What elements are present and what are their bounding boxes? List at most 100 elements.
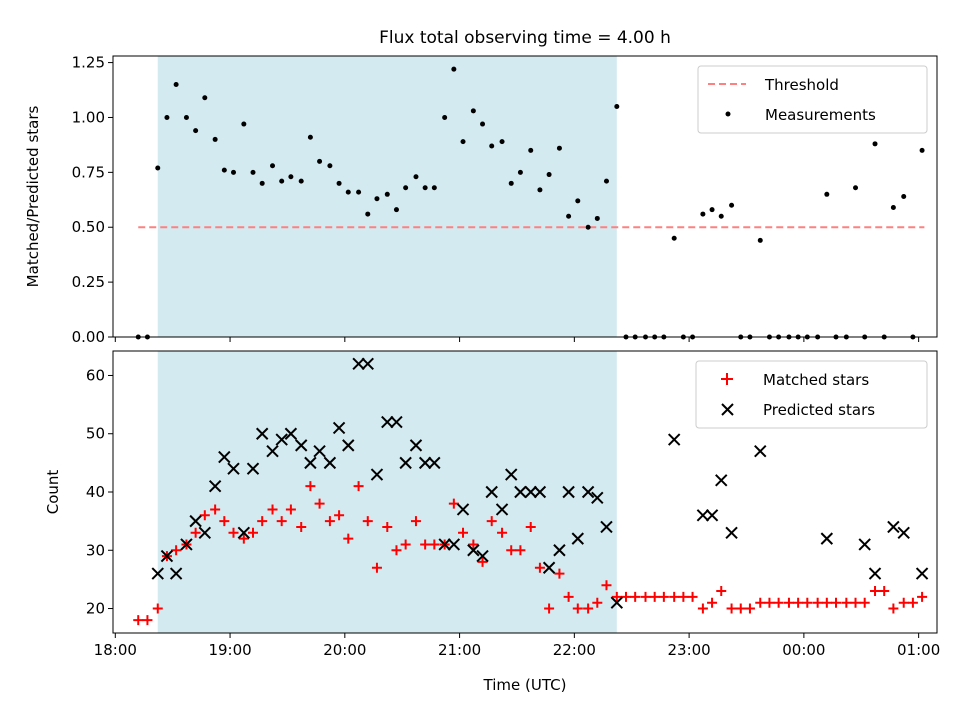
measurement-point [164,114,170,120]
measurement-point [298,178,304,184]
ratio-y-tick-label: 0.25 [72,273,105,291]
measurement-point [250,169,256,175]
matched-stars-point [917,591,928,602]
measurement-point [259,180,265,186]
measurement-point [460,139,466,145]
matched-stars-point [783,597,794,608]
matched-stars-point [371,562,382,573]
predicted-stars-point [600,520,613,534]
predicted-stars-point [323,456,337,470]
matched-stars-point [285,504,296,515]
measurement-point [566,213,572,219]
predicted-stars-point [553,544,566,557]
predicted-stars-point [610,596,624,609]
predicted-stars-point [342,439,355,452]
predicted-stars-point [295,439,308,452]
matched-stars-point [744,603,755,614]
predicted-stars-point [332,421,346,435]
predicted-stars-point [266,445,279,458]
ratio-y-tick-label: 0.50 [72,218,105,236]
predicted-stars-point [858,538,871,551]
count-legend: Matched stars Predicted stars [695,360,928,429]
measurement-point [872,141,878,147]
matched-stars-point [228,527,239,538]
matched-stars-point [572,603,583,614]
matched-stars-point [563,591,574,602]
measurement-point [671,235,677,241]
matched-stars-point [477,556,488,567]
matched-stars-point [305,481,316,492]
measurement-point [241,121,247,127]
measurement-point [489,143,495,149]
predicted-stars-point [151,567,164,580]
measurement-point [614,103,620,109]
ratio-y-tick-label: 1.25 [72,54,105,72]
matched-stars-point [773,597,784,608]
predicted-stars-point [304,456,317,470]
matched-stars-point [133,615,144,626]
matched-legend-swatch [721,373,733,385]
count-y-tick-label: 50 [86,425,105,443]
matched-stars-point [362,516,373,527]
measurement-point [890,204,896,210]
predicted-stars-point [562,485,575,499]
matched-stars-point [420,539,431,550]
matched-stars-point [841,597,852,608]
measurement-point [193,128,199,134]
predicted-stars-point [754,445,767,458]
measurement-point [442,114,448,120]
measurement-point [202,95,208,101]
count-legend-box [695,360,928,429]
count-y-tick-label: 30 [86,541,105,559]
x-tick-label: 23:00 [667,641,710,659]
ratio-legend: Threshold Measurements [697,65,928,134]
predicted-stars-point [456,503,470,516]
predicted-stars-point [868,567,882,580]
predicted-stars-point [381,415,394,429]
count-y-tick-label: 40 [86,483,105,501]
matched-stars-point [764,597,775,608]
matched-stars-point [859,597,870,608]
predicted-stars-point [370,468,384,481]
matched-stars-point [391,545,402,556]
measurement-point [508,180,514,186]
predicted-stars-point [218,450,231,464]
x-tick-label: 21:00 [438,641,481,659]
matched-stars-point [486,516,497,527]
predicted-stars-point [208,479,222,493]
matched-stars-point [267,504,278,515]
matched-stars-point [831,597,842,608]
x-tick-label: 20:00 [323,641,366,659]
matched-stars-point [296,521,307,532]
x-axis-label: Time (UTC) [483,676,567,694]
predicted-stars-point [533,485,547,499]
matched-stars-point [755,597,766,608]
matched-stars-point [630,591,641,602]
predicted-stars-point [361,357,374,371]
measurement-point [307,134,313,140]
matched-stars-point [238,533,249,544]
matched-stars-point [898,597,909,608]
matched-stars-point [620,591,631,602]
matched-stars-point [142,615,153,626]
measurement-point [356,189,362,195]
predicted-stars-point [705,509,719,522]
matched-stars-point [870,586,881,597]
predicted-stars-point [246,462,260,475]
predicted-stars-point [284,427,298,440]
matched-stars-point [152,603,163,614]
matched-stars-point [448,498,459,509]
measurement-point [480,121,486,127]
matched-stars-point [812,597,823,608]
ratio-legend-box [697,65,928,134]
matched-stars-point [257,516,268,527]
predicted-legend-swatch [721,403,734,416]
measurement-point [517,169,523,175]
predicted-stars-point [505,468,518,481]
measurement-point [393,207,399,213]
predicted-stars-point [725,526,738,539]
x-tick-label: 00:00 [782,641,825,659]
matched-stars-point [601,580,612,591]
count-y-tick-label: 20 [86,600,105,618]
matched-stars-point [879,586,890,597]
